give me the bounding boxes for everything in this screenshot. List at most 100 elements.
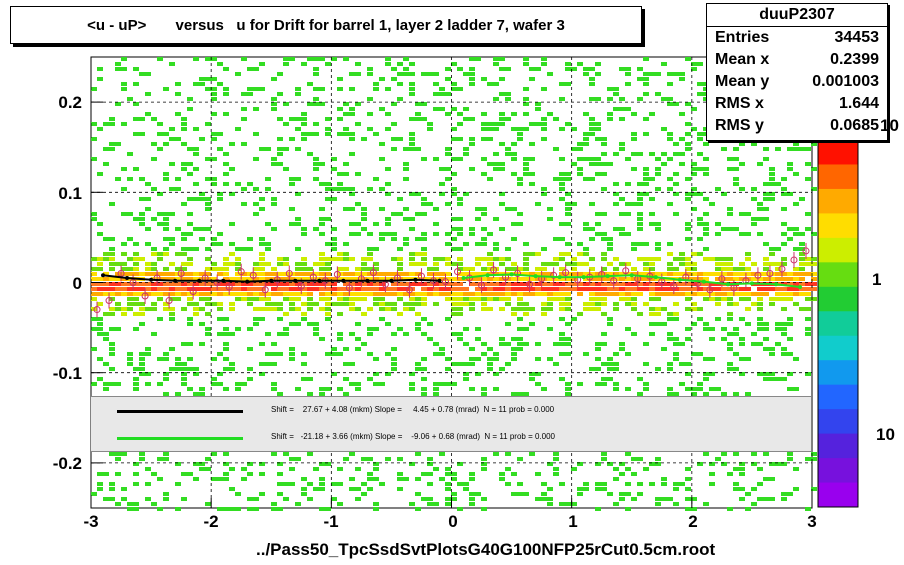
heatmap-cell <box>613 287 619 291</box>
heatmap-cell <box>619 282 625 286</box>
heatmap-cell <box>325 132 331 136</box>
heatmap-cell <box>787 372 793 376</box>
heatmap-cell <box>547 277 553 281</box>
heatmap-cell <box>667 97 673 101</box>
heatmap-cell <box>109 312 115 316</box>
heatmap-cell <box>157 192 163 196</box>
heatmap-cell <box>181 262 187 266</box>
heatmap-cell <box>475 297 481 301</box>
heatmap-cell <box>169 162 175 166</box>
heatmap-cell <box>409 92 415 96</box>
heatmap-cell <box>115 262 121 266</box>
heatmap-cell <box>799 242 805 246</box>
heatmap-cell <box>421 117 427 121</box>
heatmap-cell <box>289 277 295 281</box>
heatmap-cell <box>157 297 163 301</box>
heatmap-cell <box>397 457 403 461</box>
heatmap-cell <box>619 347 625 351</box>
data-point <box>189 288 197 296</box>
heatmap-cell <box>103 332 109 336</box>
heatmap-cell <box>271 342 277 346</box>
heatmap-cell <box>685 102 691 106</box>
heatmap-cell <box>781 322 787 326</box>
heatmap-cell <box>451 247 457 251</box>
heatmap-cell <box>409 307 415 311</box>
heatmap-cell <box>163 177 169 181</box>
heatmap-cell <box>379 187 385 191</box>
heatmap-cell <box>655 272 661 276</box>
heatmap-cell <box>385 182 391 186</box>
heatmap-cell <box>613 362 619 366</box>
heatmap-cell <box>439 347 445 351</box>
heatmap-cell <box>445 257 451 261</box>
heatmap-cell <box>517 222 523 226</box>
heatmap-cell <box>607 117 613 121</box>
heatmap-cell <box>373 372 379 376</box>
heatmap-cell <box>103 472 109 476</box>
heatmap-cell <box>601 287 607 291</box>
heatmap-cell <box>619 262 625 266</box>
heatmap-cell <box>121 277 127 281</box>
heatmap-cell <box>133 117 139 121</box>
heatmap-cell <box>253 157 259 161</box>
heatmap-cell <box>163 352 169 356</box>
heatmap-cell <box>211 377 217 381</box>
heatmap-cell <box>283 287 289 291</box>
heatmap-cell <box>325 507 331 511</box>
heatmap-cell <box>517 317 523 321</box>
heatmap-cell <box>469 82 475 86</box>
heatmap-cell <box>529 252 535 256</box>
heatmap-cell <box>541 497 547 501</box>
heatmap-cell <box>349 382 355 386</box>
heatmap-cell <box>373 282 379 286</box>
heatmap-cell <box>643 362 649 366</box>
heatmap-cell <box>703 292 709 296</box>
heatmap-cell <box>805 227 811 231</box>
heatmap-cell <box>151 472 157 476</box>
data-point <box>670 282 678 290</box>
heatmap-cell <box>433 157 439 161</box>
heatmap-cell <box>523 87 529 91</box>
heatmap-cell <box>481 277 487 281</box>
heatmap-cell <box>757 372 763 376</box>
heatmap-cell <box>121 82 127 86</box>
heatmap-cell <box>595 307 601 311</box>
heatmap-cell <box>307 292 313 296</box>
heatmap-cell <box>415 212 421 216</box>
heatmap-cell <box>673 357 679 361</box>
heatmap-cell <box>421 387 427 391</box>
heatmap-cell <box>439 282 445 286</box>
heatmap-cell <box>595 122 601 126</box>
heatmap-cell <box>445 92 451 96</box>
heatmap-cell <box>109 237 115 241</box>
heatmap-cell <box>343 362 349 366</box>
heatmap-cell <box>337 172 343 176</box>
heatmap-cell <box>133 217 139 221</box>
heatmap-cell <box>163 497 169 501</box>
heatmap-cell <box>187 367 193 371</box>
heatmap-cell <box>271 197 277 201</box>
heatmap-cell <box>349 452 355 456</box>
heatmap-cell <box>271 157 277 161</box>
heatmap-cell <box>451 192 457 196</box>
heatmap-cell <box>337 117 343 121</box>
heatmap-cell <box>523 272 529 276</box>
heatmap-cell <box>235 72 241 76</box>
heatmap-cell <box>313 322 319 326</box>
heatmap-cell <box>631 282 637 286</box>
heatmap-cell <box>157 507 163 511</box>
heatmap-cell <box>523 112 529 116</box>
heatmap-cell <box>151 217 157 221</box>
heatmap-cell <box>667 317 673 321</box>
heatmap-cell <box>241 107 247 111</box>
heatmap-cell <box>505 452 511 456</box>
heatmap-cell <box>541 277 547 281</box>
heatmap-cell <box>469 142 475 146</box>
series-point-black <box>437 278 442 283</box>
heatmap-cell <box>559 307 565 311</box>
heatmap-cell <box>265 302 271 306</box>
heatmap-cell <box>355 222 361 226</box>
heatmap-cell <box>343 252 349 256</box>
heatmap-cell <box>589 272 595 276</box>
heatmap-cell <box>535 357 541 361</box>
